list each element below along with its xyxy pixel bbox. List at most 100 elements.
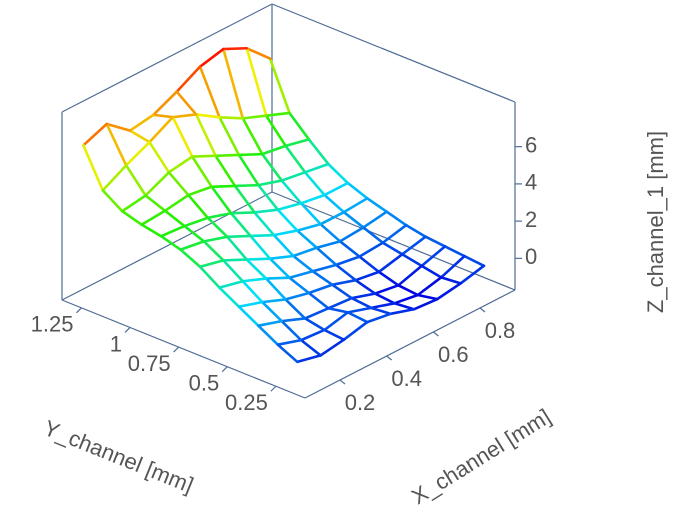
surface-edge — [194, 113, 217, 158]
surface-edge — [260, 300, 283, 323]
surface-edge — [233, 184, 256, 214]
surface-edge — [276, 338, 303, 346]
surface-edge — [346, 306, 373, 314]
surface-edge — [416, 293, 439, 301]
surface-edge — [214, 153, 241, 158]
surface-edge — [323, 181, 350, 197]
surface-edge — [338, 240, 361, 258]
surface-edge — [443, 245, 466, 258]
surface-edge — [268, 257, 291, 280]
surface-edge — [175, 90, 198, 116]
surface-edge — [202, 240, 225, 262]
surface-edge — [307, 291, 330, 310]
surface-edge — [128, 129, 151, 144]
surface-edge — [241, 114, 268, 120]
x-tick-label: 0.2 — [345, 390, 376, 415]
surface-edge — [299, 328, 326, 342]
x-tick — [479, 307, 486, 313]
surface-edge — [190, 155, 214, 189]
surface-edge — [249, 234, 272, 261]
surface-edge — [338, 226, 365, 243]
surface-edge — [377, 270, 400, 287]
y-tick-label: 1.25 — [31, 312, 74, 337]
x-tick — [339, 379, 346, 385]
surface-edge — [225, 235, 248, 261]
surface-edge — [307, 138, 330, 166]
surface-edge — [342, 210, 365, 229]
x-tick — [432, 331, 439, 337]
y-tick — [76, 307, 82, 314]
surface-edge — [257, 324, 280, 346]
surface-edge — [400, 253, 423, 268]
surface-edge — [307, 283, 334, 295]
surface-edge — [389, 307, 416, 316]
surface-edge — [323, 328, 346, 341]
surface-edge — [187, 193, 210, 220]
surface-edge — [400, 235, 427, 256]
surface-edge — [435, 282, 462, 301]
surface-edge — [163, 193, 190, 213]
surface-edge — [140, 209, 167, 226]
surface-edge — [214, 154, 237, 188]
box-edge — [61, 299, 306, 399]
z-tick-label: 4 — [525, 170, 537, 195]
surface-edge — [397, 284, 420, 297]
surface-edge — [210, 184, 237, 189]
surface-edge — [272, 229, 299, 237]
surface-edge — [128, 113, 155, 132]
surface-edge — [171, 115, 194, 158]
surface-edge — [295, 229, 318, 250]
surface-edge — [365, 312, 392, 324]
surface-edge — [264, 111, 291, 117]
surface-edge — [105, 122, 128, 167]
surface-edge — [260, 144, 287, 156]
surface-edge — [404, 223, 427, 239]
surface-edge — [264, 114, 287, 148]
surface-edge — [241, 117, 264, 156]
surface-edge — [206, 216, 229, 239]
surface-edge — [319, 338, 346, 357]
surface-edge — [241, 279, 264, 304]
surface-edge — [330, 283, 353, 300]
surface-edge — [342, 197, 369, 214]
surface-edge — [412, 297, 439, 311]
surface-edge — [183, 224, 206, 243]
surface-edge — [299, 193, 326, 205]
surface-edge — [179, 240, 206, 251]
surface-edge — [202, 235, 229, 243]
surface-edge — [222, 258, 248, 262]
surface-edge — [237, 305, 260, 327]
y-tick-label: 1 — [110, 331, 122, 356]
surface-edge — [397, 264, 423, 287]
surface-edge — [280, 179, 303, 205]
surface-edge — [280, 319, 303, 342]
surface-edge — [319, 210, 346, 226]
surface-edge — [276, 208, 299, 232]
surface-edge — [288, 276, 311, 295]
surface-edge — [295, 222, 322, 232]
surface-edge — [280, 317, 307, 323]
surface-edge — [276, 201, 303, 212]
surface-edge — [373, 292, 396, 305]
surface-edge — [237, 153, 260, 187]
surface-edge — [439, 254, 466, 279]
y-tick-label: 0.75 — [128, 351, 171, 376]
surface-edge — [284, 298, 307, 320]
surface-edge — [233, 183, 260, 188]
surface-edge — [257, 183, 280, 212]
surface-edge — [358, 255, 381, 274]
surface-edge — [163, 209, 186, 228]
surface-edge — [280, 170, 307, 182]
surface-edge — [284, 138, 311, 148]
surface-edge — [303, 162, 330, 174]
surface-edge — [179, 248, 202, 269]
surface-edge — [190, 154, 217, 158]
box-edge — [271, 3, 516, 103]
x-tick-label: 0.4 — [391, 366, 422, 391]
surface-edge — [295, 354, 322, 364]
surface-edge — [292, 246, 318, 258]
surface-edge — [381, 223, 408, 245]
x-tick-label: 0.8 — [485, 318, 516, 343]
surface-edge — [120, 209, 144, 226]
surface-edge — [346, 311, 369, 324]
